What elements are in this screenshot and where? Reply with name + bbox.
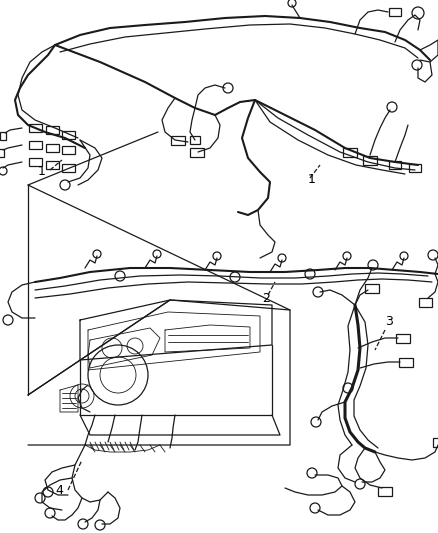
Bar	[61, 146, 74, 154]
Text: 4: 4	[55, 484, 63, 497]
Text: 2: 2	[262, 292, 270, 305]
Bar	[418, 297, 431, 306]
Bar	[61, 131, 74, 139]
Bar	[190, 136, 200, 144]
Bar	[0, 149, 4, 157]
Bar	[190, 148, 204, 157]
Bar	[61, 164, 74, 172]
Bar	[389, 8, 401, 16]
Bar	[46, 144, 59, 152]
Bar	[399, 358, 413, 367]
Bar	[365, 284, 379, 293]
Bar	[378, 487, 392, 496]
Bar	[0, 132, 6, 140]
Bar	[28, 158, 42, 166]
Text: 1: 1	[308, 173, 316, 186]
Bar	[28, 141, 42, 149]
Bar	[363, 156, 377, 165]
Text: 1: 1	[38, 165, 46, 178]
Bar	[343, 148, 357, 157]
Bar	[433, 438, 438, 447]
Text: 3: 3	[385, 315, 393, 328]
Bar	[46, 126, 59, 134]
Bar	[396, 334, 410, 343]
Bar	[171, 135, 185, 144]
Bar	[46, 161, 59, 169]
Bar	[28, 124, 42, 132]
Bar	[409, 164, 421, 172]
Bar	[389, 161, 401, 169]
